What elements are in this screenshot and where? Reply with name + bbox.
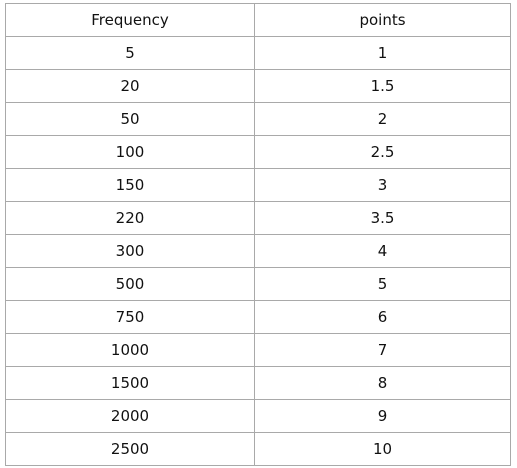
cell-points: 1 <box>254 36 511 70</box>
table-row: 2000 9 <box>5 399 511 433</box>
cell-points: 2 <box>254 102 511 136</box>
cell-points: 7 <box>254 333 511 367</box>
table-row: 5 1 <box>5 36 511 70</box>
header-points: points <box>254 3 511 37</box>
cell-frequency: 750 <box>5 300 255 334</box>
cell-frequency: 220 <box>5 201 255 235</box>
cell-frequency: 2500 <box>5 432 255 466</box>
cell-points: 1.5 <box>254 69 511 103</box>
cell-points: 3.5 <box>254 201 511 235</box>
cell-points: 4 <box>254 234 511 268</box>
cell-frequency: 50 <box>5 102 255 136</box>
header-frequency: Frequency <box>5 3 255 37</box>
cell-frequency: 5 <box>5 36 255 70</box>
cell-frequency: 300 <box>5 234 255 268</box>
cell-points: 2.5 <box>254 135 511 169</box>
cell-points: 8 <box>254 366 511 400</box>
table-row: 500 5 <box>5 267 511 301</box>
cell-frequency: 1000 <box>5 333 255 367</box>
table-row: 50 2 <box>5 102 511 136</box>
cell-points: 9 <box>254 399 511 433</box>
table-row: 100 2.5 <box>5 135 511 169</box>
cell-frequency: 1500 <box>5 366 255 400</box>
table-row: 1000 7 <box>5 333 511 367</box>
table-row: 2500 10 <box>5 432 511 466</box>
cell-points: 3 <box>254 168 511 202</box>
table-row: 1500 8 <box>5 366 511 400</box>
table-header-row: Frequency points <box>5 3 511 37</box>
cell-frequency: 150 <box>5 168 255 202</box>
table-row: 220 3.5 <box>5 201 511 235</box>
cell-points: 5 <box>254 267 511 301</box>
cell-frequency: 2000 <box>5 399 255 433</box>
cell-frequency: 100 <box>5 135 255 169</box>
cell-frequency: 500 <box>5 267 255 301</box>
table-row: 150 3 <box>5 168 511 202</box>
cell-frequency: 20 <box>5 69 255 103</box>
cell-points: 10 <box>254 432 511 466</box>
table-row: 750 6 <box>5 300 511 334</box>
table-row: 20 1.5 <box>5 69 511 103</box>
cell-points: 6 <box>254 300 511 334</box>
frequency-points-table: Frequency points 5 1 20 1.5 50 2 100 2.5 <box>5 3 511 466</box>
frequency-points-table-container: Frequency points 5 1 20 1.5 50 2 100 2.5 <box>5 3 511 466</box>
table-row: 300 4 <box>5 234 511 268</box>
